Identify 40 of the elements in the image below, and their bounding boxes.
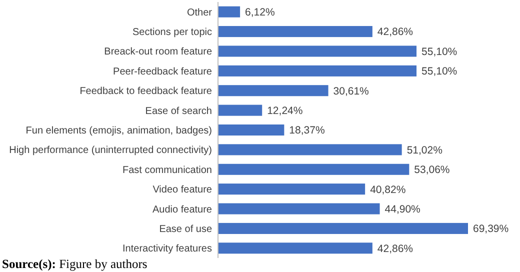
bar <box>218 144 402 156</box>
data-label: 55,10% <box>422 66 458 78</box>
y-tick-label: Ease of use <box>159 224 212 235</box>
source-note: Source(s): Figure by authors <box>2 257 148 271</box>
data-label: 51,02% <box>406 144 442 156</box>
data-label: 44,90% <box>384 203 420 216</box>
bar <box>218 85 328 96</box>
bar <box>218 65 417 76</box>
y-tick-label: Feedback to feedback feature <box>80 86 212 98</box>
y-tick-label: Fun elements (emojis, animation, badges) <box>26 126 212 136</box>
data-label: 6,12% <box>245 6 275 19</box>
y-tick-label: Breack-out room feature <box>104 46 212 58</box>
y-tick-label: Ease of search <box>145 106 212 117</box>
y-tick-label: Fast communication <box>122 164 212 176</box>
bar <box>218 124 284 136</box>
bar <box>218 242 372 254</box>
bar <box>218 104 262 116</box>
y-tick-label: Interactivity features <box>122 244 212 255</box>
bar <box>218 203 380 214</box>
data-label: 40,82% <box>370 184 406 196</box>
y-tick-label: Audio feature <box>152 204 212 216</box>
bar <box>218 6 240 18</box>
data-label: 69,39% <box>473 223 509 236</box>
y-tick-label: Video feature <box>152 184 212 196</box>
data-label: 42,86% <box>377 242 414 255</box>
data-label: 30,61% <box>333 85 369 98</box>
y-tick-label: Other <box>186 7 213 18</box>
data-label: 12,24% <box>267 104 303 117</box>
data-label: 42,86% <box>377 26 414 38</box>
bar <box>218 26 372 38</box>
bar <box>218 222 468 234</box>
y-tick-label: Peer-feedback feature <box>113 66 212 78</box>
data-label: 18,37% <box>289 124 325 137</box>
y-tick-label: Sections per topic <box>132 27 212 38</box>
data-label: 55,10% <box>422 46 458 58</box>
bar <box>218 46 417 57</box>
y-tick-label: High performance (uninterrupted connectivity) <box>9 145 212 156</box>
bar <box>218 184 366 195</box>
bar <box>218 164 410 175</box>
data-label: 53,06% <box>414 164 450 176</box>
